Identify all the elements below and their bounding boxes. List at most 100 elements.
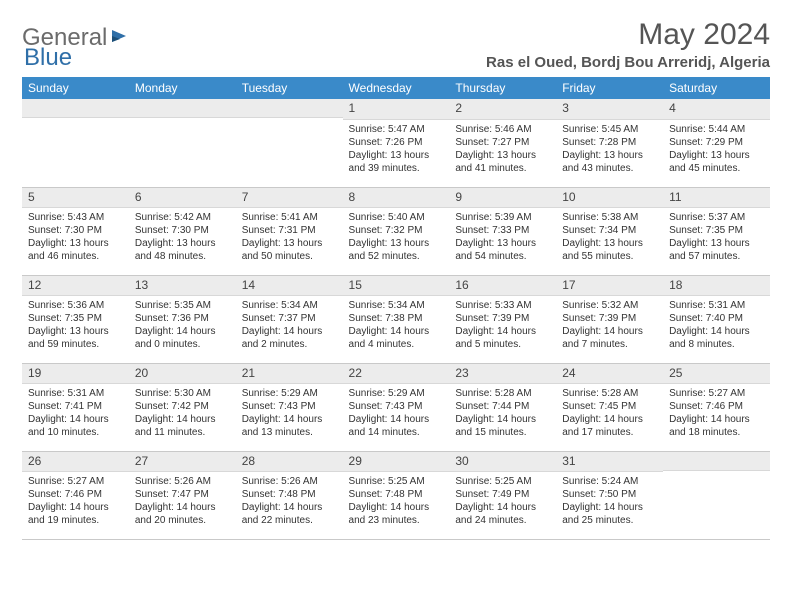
sunrise-text: Sunrise: 5:25 AM xyxy=(455,475,550,488)
sunset-text: Sunset: 7:41 PM xyxy=(28,400,123,413)
sunset-text: Sunset: 7:38 PM xyxy=(349,312,444,325)
day-body: Sunrise: 5:39 AMSunset: 7:33 PMDaylight:… xyxy=(449,208,556,269)
sunset-text: Sunset: 7:27 PM xyxy=(455,136,550,149)
sunset-text: Sunset: 7:34 PM xyxy=(562,224,657,237)
sunrise-text: Sunrise: 5:45 AM xyxy=(562,123,657,136)
day-number-bar: 3 xyxy=(556,99,663,120)
sunset-text: Sunset: 7:28 PM xyxy=(562,136,657,149)
day-number-bar-empty xyxy=(236,99,343,118)
day-number-bar-empty xyxy=(22,99,129,118)
day-body: Sunrise: 5:28 AMSunset: 7:45 PMDaylight:… xyxy=(556,384,663,445)
day-number-bar: 13 xyxy=(129,276,236,297)
daylight-text: Daylight: 14 hours and 15 minutes. xyxy=(455,413,550,439)
day-number-bar: 27 xyxy=(129,452,236,473)
daylight-text: Daylight: 13 hours and 57 minutes. xyxy=(669,237,764,263)
daylight-text: Daylight: 13 hours and 59 minutes. xyxy=(28,325,123,351)
sunset-text: Sunset: 7:30 PM xyxy=(28,224,123,237)
calendar-day-cell: 1Sunrise: 5:47 AMSunset: 7:26 PMDaylight… xyxy=(343,99,450,187)
sunrise-text: Sunrise: 5:37 AM xyxy=(669,211,764,224)
day-number-bar: 10 xyxy=(556,188,663,209)
daylight-text: Daylight: 13 hours and 50 minutes. xyxy=(242,237,337,263)
sunset-text: Sunset: 7:30 PM xyxy=(135,224,230,237)
day-number-bar: 9 xyxy=(449,188,556,209)
day-body: Sunrise: 5:28 AMSunset: 7:44 PMDaylight:… xyxy=(449,384,556,445)
day-body: Sunrise: 5:43 AMSunset: 7:30 PMDaylight:… xyxy=(22,208,129,269)
day-number-bar: 2 xyxy=(449,99,556,120)
day-number-bar: 17 xyxy=(556,276,663,297)
sunrise-text: Sunrise: 5:35 AM xyxy=(135,299,230,312)
day-number-bar: 15 xyxy=(343,276,450,297)
sunset-text: Sunset: 7:40 PM xyxy=(669,312,764,325)
day-body: Sunrise: 5:31 AMSunset: 7:40 PMDaylight:… xyxy=(663,296,770,357)
sunset-text: Sunset: 7:47 PM xyxy=(135,488,230,501)
sunset-text: Sunset: 7:32 PM xyxy=(349,224,444,237)
weekday-header: Thursday xyxy=(449,77,556,99)
sunrise-text: Sunrise: 5:31 AM xyxy=(669,299,764,312)
sunset-text: Sunset: 7:50 PM xyxy=(562,488,657,501)
calendar-week-row: 12Sunrise: 5:36 AMSunset: 7:35 PMDayligh… xyxy=(22,275,770,363)
daylight-text: Daylight: 14 hours and 18 minutes. xyxy=(669,413,764,439)
calendar-day-cell xyxy=(22,99,129,187)
sunset-text: Sunset: 7:48 PM xyxy=(349,488,444,501)
day-body: Sunrise: 5:24 AMSunset: 7:50 PMDaylight:… xyxy=(556,472,663,533)
sunset-text: Sunset: 7:37 PM xyxy=(242,312,337,325)
sunrise-text: Sunrise: 5:25 AM xyxy=(349,475,444,488)
logo-text-blue: Blue xyxy=(24,44,72,71)
calendar-day-cell: 29Sunrise: 5:25 AMSunset: 7:48 PMDayligh… xyxy=(343,451,450,539)
calendar-table: Sunday Monday Tuesday Wednesday Thursday… xyxy=(22,77,770,540)
day-number-bar: 19 xyxy=(22,364,129,385)
sunrise-text: Sunrise: 5:30 AM xyxy=(135,387,230,400)
calendar-day-cell: 5Sunrise: 5:43 AMSunset: 7:30 PMDaylight… xyxy=(22,187,129,275)
sunset-text: Sunset: 7:42 PM xyxy=(135,400,230,413)
month-title: May 2024 xyxy=(486,18,770,52)
sunrise-text: Sunrise: 5:43 AM xyxy=(28,211,123,224)
daylight-text: Daylight: 13 hours and 52 minutes. xyxy=(349,237,444,263)
sunset-text: Sunset: 7:49 PM xyxy=(455,488,550,501)
day-body: Sunrise: 5:30 AMSunset: 7:42 PMDaylight:… xyxy=(129,384,236,445)
daylight-text: Daylight: 14 hours and 19 minutes. xyxy=(28,501,123,527)
calendar-day-cell: 24Sunrise: 5:28 AMSunset: 7:45 PMDayligh… xyxy=(556,363,663,451)
calendar-day-cell: 18Sunrise: 5:31 AMSunset: 7:40 PMDayligh… xyxy=(663,275,770,363)
weekday-header-row: Sunday Monday Tuesday Wednesday Thursday… xyxy=(22,77,770,99)
calendar-day-cell: 8Sunrise: 5:40 AMSunset: 7:32 PMDaylight… xyxy=(343,187,450,275)
weekday-header: Tuesday xyxy=(236,77,343,99)
sunrise-text: Sunrise: 5:26 AM xyxy=(135,475,230,488)
day-number-bar: 21 xyxy=(236,364,343,385)
day-body: Sunrise: 5:29 AMSunset: 7:43 PMDaylight:… xyxy=(343,384,450,445)
calendar-day-cell xyxy=(236,99,343,187)
day-body: Sunrise: 5:45 AMSunset: 7:28 PMDaylight:… xyxy=(556,120,663,181)
day-number-bar: 30 xyxy=(449,452,556,473)
calendar-day-cell: 7Sunrise: 5:41 AMSunset: 7:31 PMDaylight… xyxy=(236,187,343,275)
sunset-text: Sunset: 7:29 PM xyxy=(669,136,764,149)
sunrise-text: Sunrise: 5:29 AM xyxy=(242,387,337,400)
calendar-day-cell: 16Sunrise: 5:33 AMSunset: 7:39 PMDayligh… xyxy=(449,275,556,363)
sunrise-text: Sunrise: 5:47 AM xyxy=(349,123,444,136)
sunrise-text: Sunrise: 5:34 AM xyxy=(349,299,444,312)
daylight-text: Daylight: 14 hours and 4 minutes. xyxy=(349,325,444,351)
day-body: Sunrise: 5:31 AMSunset: 7:41 PMDaylight:… xyxy=(22,384,129,445)
daylight-text: Daylight: 14 hours and 10 minutes. xyxy=(28,413,123,439)
daylight-text: Daylight: 14 hours and 0 minutes. xyxy=(135,325,230,351)
daylight-text: Daylight: 14 hours and 24 minutes. xyxy=(455,501,550,527)
calendar-day-cell: 11Sunrise: 5:37 AMSunset: 7:35 PMDayligh… xyxy=(663,187,770,275)
calendar-day-cell: 23Sunrise: 5:28 AMSunset: 7:44 PMDayligh… xyxy=(449,363,556,451)
day-number-bar: 29 xyxy=(343,452,450,473)
day-body: Sunrise: 5:44 AMSunset: 7:29 PMDaylight:… xyxy=(663,120,770,181)
calendar-day-cell: 19Sunrise: 5:31 AMSunset: 7:41 PMDayligh… xyxy=(22,363,129,451)
day-number-bar: 28 xyxy=(236,452,343,473)
day-body: Sunrise: 5:27 AMSunset: 7:46 PMDaylight:… xyxy=(663,384,770,445)
weekday-header: Saturday xyxy=(663,77,770,99)
calendar-week-row: 19Sunrise: 5:31 AMSunset: 7:41 PMDayligh… xyxy=(22,363,770,451)
day-body: Sunrise: 5:37 AMSunset: 7:35 PMDaylight:… xyxy=(663,208,770,269)
day-body: Sunrise: 5:38 AMSunset: 7:34 PMDaylight:… xyxy=(556,208,663,269)
daylight-text: Daylight: 13 hours and 46 minutes. xyxy=(28,237,123,263)
weekday-header: Monday xyxy=(129,77,236,99)
calendar-day-cell: 6Sunrise: 5:42 AMSunset: 7:30 PMDaylight… xyxy=(129,187,236,275)
sunset-text: Sunset: 7:35 PM xyxy=(28,312,123,325)
sunset-text: Sunset: 7:35 PM xyxy=(669,224,764,237)
daylight-text: Daylight: 14 hours and 14 minutes. xyxy=(349,413,444,439)
day-number-bar: 23 xyxy=(449,364,556,385)
daylight-text: Daylight: 14 hours and 2 minutes. xyxy=(242,325,337,351)
day-body: Sunrise: 5:40 AMSunset: 7:32 PMDaylight:… xyxy=(343,208,450,269)
daylight-text: Daylight: 13 hours and 45 minutes. xyxy=(669,149,764,175)
